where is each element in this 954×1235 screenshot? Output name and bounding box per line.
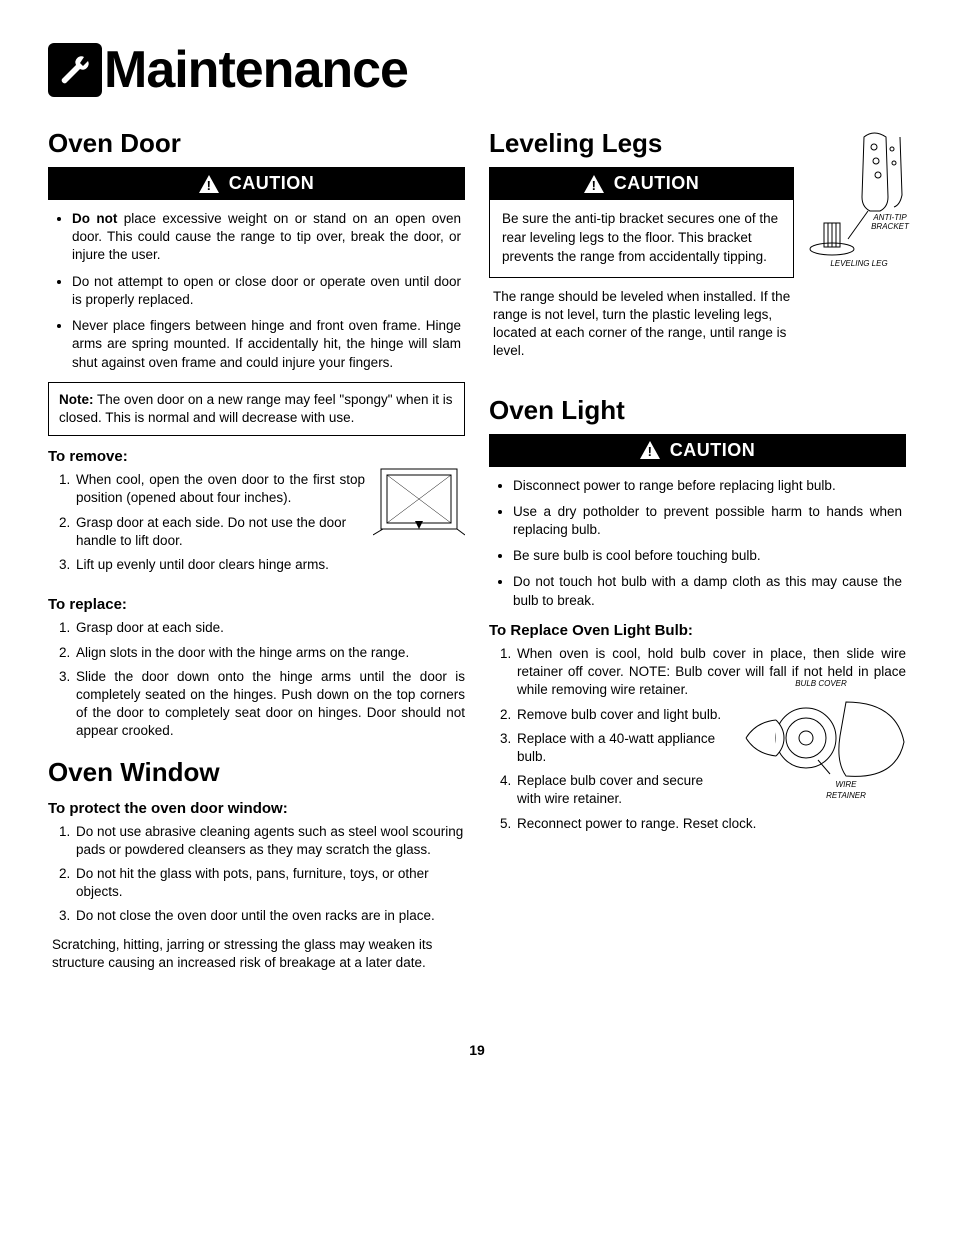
caution-label: CAUTION: [614, 173, 700, 194]
leveling-leg-figure: ANTI-TIP BRACKET LEVELING LEG: [804, 127, 912, 297]
oven-window-title: Oven Window: [48, 757, 465, 788]
wire-retainer-label: WIRE RETAINER: [816, 780, 876, 802]
right-column: Leveling Legs: [489, 128, 906, 982]
leveling-block: ANTI-TIP BRACKET LEVELING LEG ! CAUTION …: [489, 167, 906, 371]
step: Align slots in the door with the hinge a…: [74, 644, 465, 662]
replace-heading: To replace:: [48, 596, 465, 613]
step: Do not use abrasive cleaning agents such…: [74, 823, 465, 859]
step: Slide the door down onto the hinge arms …: [74, 668, 465, 741]
oven-door-cautions: Do not place excessive weight on or stan…: [48, 210, 465, 372]
step: Lift up evenly until door clears hinge a…: [74, 556, 465, 574]
svg-text:!: !: [591, 178, 596, 193]
caution-item: Use a dry potholder to prevent possible …: [513, 503, 902, 539]
page: Maintenance Oven Door ! CAUTION Do not p…: [0, 0, 954, 1098]
leveling-leg-label: LEVELING LEG: [814, 259, 904, 268]
warning-icon: !: [584, 175, 604, 193]
note-lead: Note:: [59, 392, 94, 407]
left-column: Oven Door ! CAUTION Do not place excessi…: [48, 128, 465, 982]
protect-steps: Do not use abrasive cleaning agents such…: [48, 823, 465, 926]
leveling-body: The range should be leveled when install…: [493, 288, 794, 361]
step: Do not hit the glass with pots, pans, fu…: [74, 865, 465, 901]
step: Grasp door at each side.: [74, 619, 465, 637]
replace-steps: Grasp door at each side. Align slots in …: [48, 619, 465, 740]
note-text: The oven door on a new range may feel "s…: [59, 392, 453, 425]
caution-text: place excessive weight on or stand on an…: [72, 211, 461, 262]
remove-block: When cool, open the oven door to the fir…: [48, 471, 465, 584]
caution-item: Disconnect power to range before replaci…: [513, 477, 902, 495]
leveling-caution-text: Be sure the anti-tip bracket secures one…: [489, 200, 794, 278]
svg-text:!: !: [647, 444, 652, 459]
step: When oven is cool, hold bulb cover in pl…: [515, 645, 906, 700]
caution-item: Do not touch hot bulb with a damp cloth …: [513, 573, 902, 609]
replace-bulb-steps: When oven is cool, hold bulb cover in pl…: [489, 645, 906, 833]
replace-bulb-heading: To Replace Oven Light Bulb:: [489, 622, 906, 639]
caution-label: CAUTION: [670, 440, 756, 461]
step: Reconnect power to range. Reset clock.: [515, 815, 906, 833]
wrench-icon: [48, 43, 102, 97]
bulb-cover-label: BULB COVER: [736, 679, 906, 690]
warning-icon: !: [640, 441, 660, 459]
caution-bar: ! CAUTION: [489, 167, 794, 200]
page-header: Maintenance: [48, 40, 906, 100]
content-columns: Oven Door ! CAUTION Do not place excessi…: [48, 128, 906, 982]
oven-light-title: Oven Light: [489, 395, 906, 426]
caution-item: Never place fingers between hinge and fr…: [72, 317, 461, 372]
door-hinge-figure: [373, 461, 465, 539]
bold-lead: Do not: [72, 211, 117, 226]
caution-label: CAUTION: [229, 173, 315, 194]
caution-bar: ! CAUTION: [48, 167, 465, 200]
bulb-figure: BULB COVER: [736, 679, 906, 799]
caution-item: Do not attempt to open or close door or …: [72, 273, 461, 309]
note-box: Note: The oven door on a new range may f…: [48, 382, 465, 436]
warning-icon: !: [199, 175, 219, 193]
caution-item: Do not place excessive weight on or stan…: [72, 210, 461, 265]
protect-heading: To protect the oven door window:: [48, 800, 465, 817]
replace-bulb-block: When oven is cool, hold bulb cover in pl…: [489, 645, 906, 843]
caution-item: Be sure bulb is cool before touching bul…: [513, 547, 902, 565]
oven-light-cautions: Disconnect power to range before replaci…: [489, 477, 906, 610]
step: Do not close the oven door until the ove…: [74, 907, 465, 925]
anti-tip-label: ANTI-TIP BRACKET: [870, 213, 910, 231]
caution-bar: ! CAUTION: [489, 434, 906, 467]
protect-trailing: Scratching, hitting, jarring or stressin…: [52, 936, 461, 972]
svg-text:!: !: [206, 178, 211, 193]
caution-wrapper: ! CAUTION Be sure the anti-tip bracket s…: [489, 167, 794, 278]
page-number: 19: [48, 1042, 906, 1058]
page-title: Maintenance: [104, 40, 408, 100]
oven-door-title: Oven Door: [48, 128, 465, 159]
